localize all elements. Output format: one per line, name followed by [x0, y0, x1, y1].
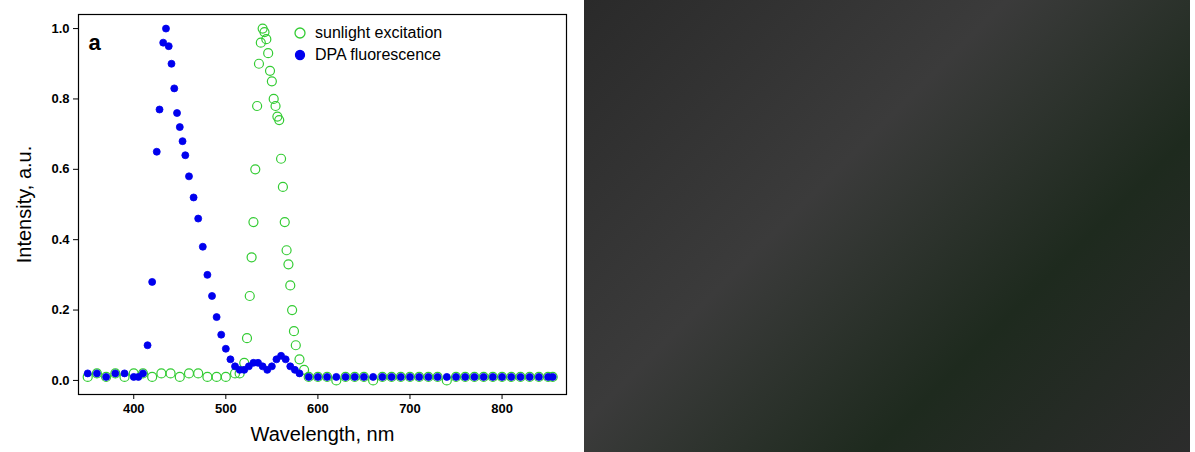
svg-text:500: 500 — [215, 401, 237, 416]
html-text:sunlight excitation: sunlight excitation — [315, 24, 443, 41]
svg-text:1.0: 1.0 — [51, 21, 69, 36]
svg-text:0.4: 0.4 — [51, 232, 70, 247]
svg-text:a: a — [89, 30, 102, 55]
svg-text:0.6: 0.6 — [51, 161, 69, 176]
svg-text:700: 700 — [399, 401, 421, 416]
svg-text:Wavelength, nm: Wavelength, nm — [251, 423, 395, 445]
svg-text:0.0: 0.0 — [51, 373, 69, 388]
svg-text:600: 600 — [307, 401, 329, 416]
svg-text:0.8: 0.8 — [51, 91, 69, 106]
svg-text:Intensity, a.u.: Intensity, a.u. — [13, 146, 35, 263]
svg-text:800: 800 — [491, 401, 513, 416]
html-text:DPA fluorescence: DPA fluorescence — [315, 46, 441, 63]
svg-text:0.2: 0.2 — [51, 302, 69, 317]
svg-text:400: 400 — [123, 401, 145, 416]
